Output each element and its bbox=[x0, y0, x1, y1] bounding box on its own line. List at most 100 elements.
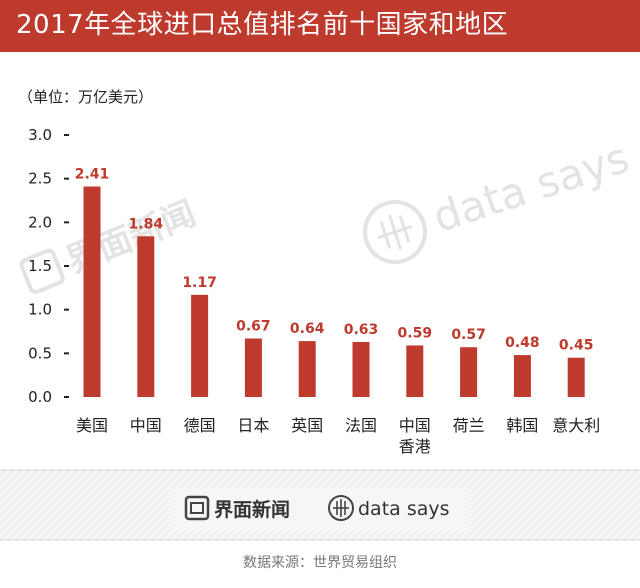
bar-value-label: 0.57 bbox=[451, 327, 486, 343]
bar-value-label: 0.64 bbox=[290, 321, 325, 337]
y-tick-label: 1.5 bbox=[28, 257, 52, 275]
jiemian-watermark: 界面新闻 bbox=[19, 194, 202, 295]
jiemian-logo: 界面新闻 bbox=[184, 495, 290, 521]
footer-hatch-line bbox=[487, 469, 559, 541]
bar-value-label: 0.48 bbox=[505, 335, 540, 351]
footer-hatch-line bbox=[0, 469, 15, 485]
bar bbox=[406, 345, 424, 397]
footer-hatch-line bbox=[63, 469, 135, 541]
footer-hatch-line bbox=[0, 469, 55, 525]
footer-hatch-line bbox=[535, 469, 607, 541]
footer-hatch-line bbox=[527, 469, 599, 541]
jiemian-watermark-icon bbox=[19, 248, 65, 295]
footer-hatch-line bbox=[79, 469, 151, 541]
datasays-logo-text: data says bbox=[358, 498, 450, 520]
footer-band: 界面新闻 data says bbox=[0, 469, 640, 541]
datasays-logo: data says bbox=[328, 495, 450, 521]
footer-hatch-line bbox=[519, 469, 591, 541]
footer-hatch-line bbox=[583, 483, 640, 541]
datasays-logo-icon bbox=[328, 495, 354, 521]
datasays-watermark-icon bbox=[363, 200, 427, 264]
footer-hatch-line bbox=[103, 469, 175, 541]
footer-hatch-line bbox=[0, 469, 63, 533]
header-bar: 2017年全球进口总值排名前十国家和地区 bbox=[0, 0, 640, 52]
jiemian-logo-icon bbox=[184, 495, 210, 521]
bar-value-label: 2.41 bbox=[75, 167, 110, 183]
jiemian-watermark-text: 界面新闻 bbox=[60, 194, 201, 282]
footer-hatch-line bbox=[567, 469, 639, 541]
x-tick-label: 韩国 bbox=[506, 416, 538, 435]
bar-value-label: 1.84 bbox=[129, 216, 164, 232]
footer-hatch-line bbox=[87, 469, 159, 541]
x-tick-label: 中国 bbox=[399, 416, 431, 435]
bar bbox=[244, 338, 262, 397]
x-tick-label: 美国 bbox=[76, 416, 108, 435]
footer-hatch-line bbox=[0, 469, 71, 541]
x-tick-label: 香港 bbox=[399, 437, 431, 456]
footer-hatch-line bbox=[607, 507, 640, 541]
x-tick-label: 法国 bbox=[345, 416, 377, 435]
bar bbox=[513, 355, 531, 397]
bar bbox=[460, 347, 478, 397]
bar-value-label: 0.63 bbox=[344, 322, 379, 338]
footer-hatch-line bbox=[31, 469, 103, 541]
bar-value-label: 0.67 bbox=[236, 318, 271, 334]
unit-label: （单位：万亿美元） bbox=[18, 88, 154, 106]
bar-value-label: 0.45 bbox=[559, 338, 594, 354]
footer-hatch-line bbox=[615, 515, 640, 541]
bar bbox=[352, 341, 370, 397]
footer-hatch-line bbox=[15, 469, 87, 541]
x-tick-label: 英国 bbox=[291, 416, 323, 435]
footer-hatch-line bbox=[559, 469, 631, 541]
footer-hatch-line bbox=[0, 469, 47, 517]
footer-hatch-line bbox=[119, 469, 191, 541]
footer-hatch-line bbox=[0, 469, 31, 501]
footer-hatch-line bbox=[95, 469, 167, 541]
footer-hatch-line bbox=[127, 469, 199, 541]
footer-hatch-line bbox=[23, 469, 95, 541]
bar-value-label: 0.59 bbox=[398, 325, 433, 341]
x-tick-label: 日本 bbox=[237, 416, 269, 435]
footer-hatch-line bbox=[7, 469, 79, 541]
footer-hatch-line bbox=[39, 469, 111, 541]
footer-hatch-line bbox=[479, 469, 551, 541]
bar bbox=[83, 186, 101, 397]
footer-hatch-line bbox=[111, 469, 183, 541]
footer-hatch-line bbox=[599, 499, 640, 541]
x-tick-label: 德国 bbox=[184, 416, 216, 435]
x-tick-label: 荷兰 bbox=[453, 416, 485, 435]
chart-title: 2017年全球进口总值排名前十国家和地区 bbox=[16, 10, 509, 40]
source-note: 数据来源：世界贸易组织 bbox=[243, 555, 397, 571]
bar bbox=[298, 341, 316, 397]
y-tick-label: 2.5 bbox=[28, 170, 52, 188]
footer-hatch-line bbox=[623, 523, 640, 541]
footer-hatch-line bbox=[0, 469, 39, 509]
footer-hatch-line bbox=[47, 469, 119, 541]
datasays-watermark-text: data says bbox=[427, 133, 635, 242]
bar bbox=[191, 294, 209, 397]
footer-hatch-line bbox=[591, 491, 640, 541]
footer-hatch-line bbox=[575, 475, 640, 541]
x-tick-label: 意大利 bbox=[552, 416, 600, 435]
footer-hatch-line bbox=[55, 469, 127, 541]
y-tick-label: 2.0 bbox=[28, 213, 52, 231]
y-tick-label: 1.0 bbox=[28, 301, 52, 319]
footer-hatch-line bbox=[543, 469, 615, 541]
footer-hatch-line bbox=[71, 469, 143, 541]
x-tick-label: 中国 bbox=[130, 416, 162, 435]
footer-hatch-line bbox=[463, 469, 535, 541]
y-tick-label: 0.5 bbox=[28, 344, 52, 362]
bar-value-label: 1.17 bbox=[182, 275, 217, 291]
y-tick-label: 0.0 bbox=[28, 388, 52, 406]
bar bbox=[567, 357, 585, 397]
footer-hatch-line bbox=[0, 469, 23, 493]
y-axis: 0.0 0.5 1.0 1.5 2.0 2.5 3.0 bbox=[28, 126, 69, 406]
datasays-watermark: data says bbox=[363, 133, 635, 264]
footer-hatch-line bbox=[511, 469, 583, 541]
footer-hatch-line bbox=[471, 469, 543, 541]
bar bbox=[137, 236, 155, 397]
footer-hatch-line bbox=[503, 469, 575, 541]
bar-series: 2.41 1.84 1.17 0.67 0.64 0.63 0.59 0.57 0.48 0.45 bbox=[75, 167, 594, 397]
